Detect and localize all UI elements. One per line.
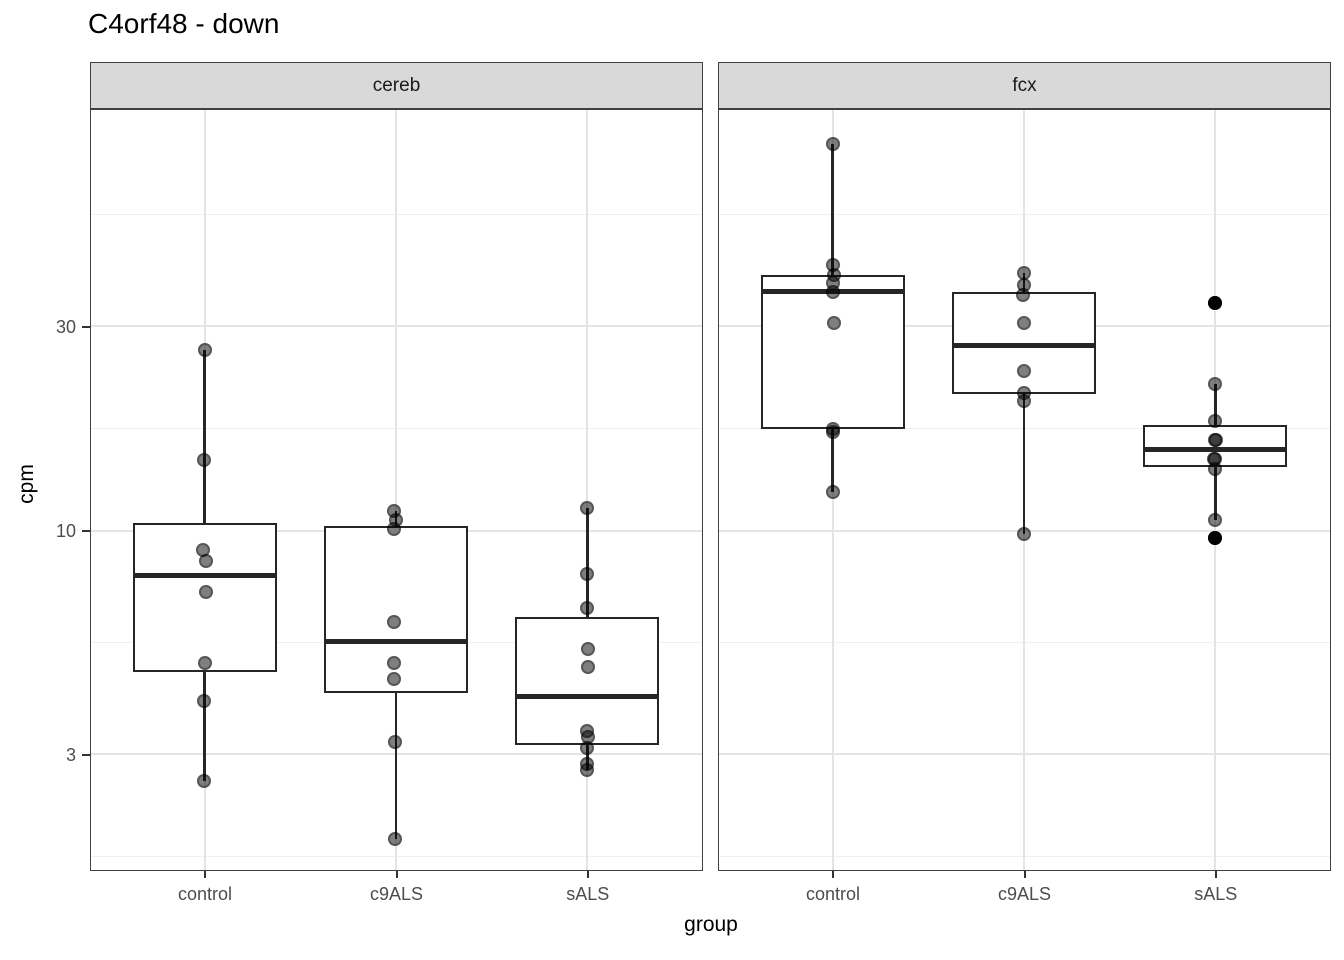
facet-strip-label: fcx <box>1012 74 1037 96</box>
data-point <box>580 741 595 756</box>
data-point <box>388 735 402 750</box>
x-axis-tick-label: c9ALS <box>369 884 424 904</box>
data-point <box>1016 288 1030 302</box>
y-axis-title: cpm <box>15 464 38 504</box>
y-axis-tick-label: 30 <box>55 316 76 337</box>
data-point <box>580 500 595 515</box>
boxplot-box <box>515 616 660 746</box>
data-point <box>1208 531 1223 546</box>
x-axis-tick-mark <box>204 871 206 878</box>
data-point <box>387 615 401 630</box>
data-point <box>1209 432 1224 447</box>
data-point <box>197 343 212 358</box>
facet-strip: cereb <box>90 62 703 109</box>
data-point <box>1208 512 1223 527</box>
data-point <box>387 671 401 686</box>
major-gridline <box>586 110 589 870</box>
data-point <box>198 584 213 599</box>
data-point <box>387 521 401 536</box>
median-line <box>1143 446 1288 452</box>
data-point <box>1017 527 1031 542</box>
data-point <box>196 453 211 468</box>
data-point <box>1017 363 1031 378</box>
data-point <box>1208 296 1223 311</box>
x-axis-tick-mark <box>832 871 834 878</box>
x-axis-tick-label: c9ALS <box>997 884 1052 904</box>
data-point <box>1208 462 1223 477</box>
whisker-upper <box>1214 383 1217 426</box>
y-axis-tick-mark <box>82 325 90 328</box>
x-axis-tick-label: control <box>805 884 861 904</box>
median-line <box>515 693 660 699</box>
data-point <box>825 485 840 500</box>
data-point <box>580 600 595 615</box>
data-point <box>1208 376 1223 391</box>
median-line <box>132 572 277 578</box>
x-axis-tick-label: sALS <box>566 884 610 904</box>
data-point <box>197 656 212 671</box>
facet-strip-label: cereb <box>372 74 421 96</box>
whisker-lower <box>831 428 834 492</box>
whisker-upper <box>586 507 589 617</box>
data-point <box>580 567 595 582</box>
whisker-upper <box>203 350 206 524</box>
y-axis-tick-label: 3 <box>65 744 76 765</box>
data-point <box>825 284 840 299</box>
data-point <box>196 693 211 708</box>
boxplot-box <box>760 275 905 429</box>
whisker-lower <box>1214 466 1217 520</box>
data-point <box>581 659 596 674</box>
data-point <box>387 656 401 671</box>
whisker-lower <box>1022 394 1026 535</box>
data-point <box>825 424 840 439</box>
whisker-lower <box>394 692 398 840</box>
plot-panel <box>718 109 1331 871</box>
x-axis-tick-label: control <box>177 884 233 904</box>
data-point <box>388 832 402 847</box>
facet-strip: fcx <box>718 62 1331 109</box>
data-point <box>826 316 841 331</box>
data-point <box>198 553 213 568</box>
data-point <box>825 136 840 151</box>
data-point <box>1017 393 1031 408</box>
data-point <box>1208 414 1223 429</box>
x-axis-tick-mark <box>586 871 589 878</box>
plot-panel <box>90 109 703 871</box>
median-line <box>952 343 1096 349</box>
x-axis-title: group <box>684 913 738 936</box>
median-line <box>324 639 468 645</box>
x-axis-tick-label: sALS <box>1194 884 1238 904</box>
data-point <box>580 763 595 778</box>
whisker-upper <box>831 143 834 276</box>
y-axis-tick-mark <box>82 530 90 532</box>
major-gridline <box>395 110 397 870</box>
x-axis-tick-mark <box>395 871 398 878</box>
data-point <box>1017 316 1031 331</box>
chart-title: C4orf48 - down <box>88 8 280 39</box>
whisker-lower <box>203 671 206 781</box>
x-axis-tick-mark <box>1023 871 1026 878</box>
data-point <box>581 641 596 656</box>
x-axis-tick-mark <box>1214 871 1217 878</box>
data-point <box>196 773 211 788</box>
y-axis-tick-label: 10 <box>55 521 76 541</box>
y-axis-tick-mark <box>82 753 90 756</box>
